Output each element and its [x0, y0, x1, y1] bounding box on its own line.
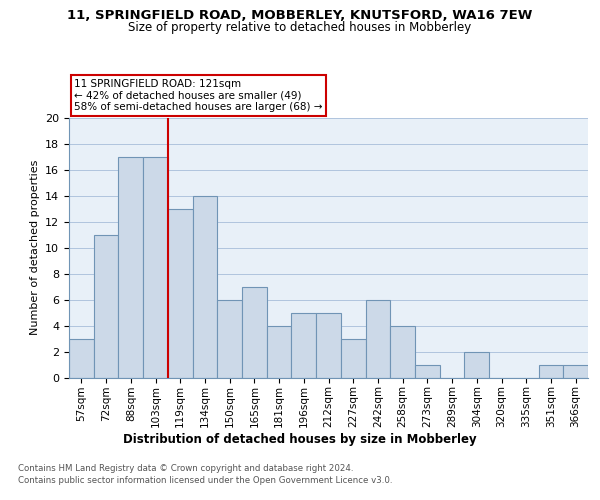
Bar: [267, 326, 292, 378]
Bar: [242, 286, 267, 378]
Text: Distribution of detached houses by size in Mobberley: Distribution of detached houses by size …: [123, 432, 477, 446]
Bar: [118, 156, 143, 378]
Bar: [168, 208, 193, 378]
Bar: [143, 156, 168, 378]
Bar: [292, 312, 316, 378]
Bar: [390, 326, 415, 378]
Bar: [464, 352, 489, 378]
Bar: [94, 234, 118, 378]
Text: Contains HM Land Registry data © Crown copyright and database right 2024.: Contains HM Land Registry data © Crown c…: [18, 464, 353, 473]
Text: Size of property relative to detached houses in Mobberley: Size of property relative to detached ho…: [128, 21, 472, 34]
Bar: [217, 300, 242, 378]
Text: 11, SPRINGFIELD ROAD, MOBBERLEY, KNUTSFORD, WA16 7EW: 11, SPRINGFIELD ROAD, MOBBERLEY, KNUTSFO…: [67, 9, 533, 22]
Bar: [539, 364, 563, 378]
Y-axis label: Number of detached properties: Number of detached properties: [29, 160, 40, 335]
Bar: [316, 312, 341, 378]
Bar: [563, 364, 588, 378]
Bar: [415, 364, 440, 378]
Text: 11 SPRINGFIELD ROAD: 121sqm
← 42% of detached houses are smaller (49)
58% of sem: 11 SPRINGFIELD ROAD: 121sqm ← 42% of det…: [74, 79, 323, 112]
Bar: [193, 196, 217, 378]
Bar: [341, 338, 365, 378]
Text: Contains public sector information licensed under the Open Government Licence v3: Contains public sector information licen…: [18, 476, 392, 485]
Bar: [69, 338, 94, 378]
Bar: [365, 300, 390, 378]
